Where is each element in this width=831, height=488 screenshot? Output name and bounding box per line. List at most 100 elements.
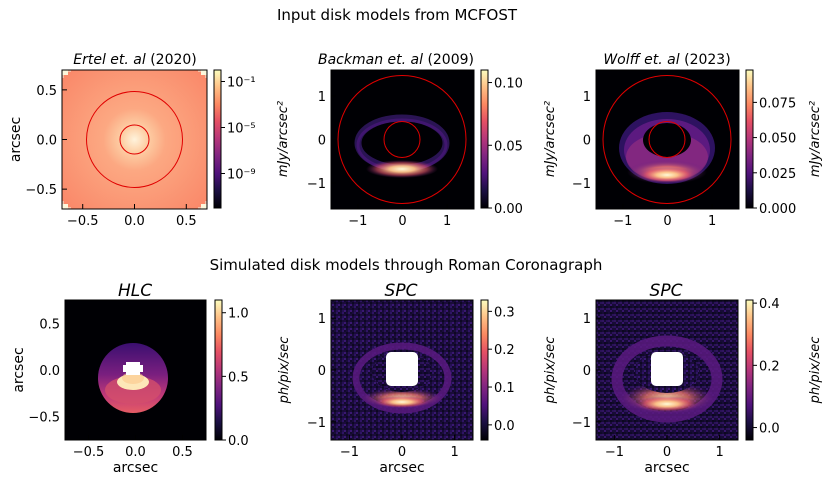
panel-spc-2-axes: −1 0 1 1 0 −1 arcsec	[572, 312, 724, 476]
x-tick-label: 1	[708, 214, 716, 229]
colorbar-tick-label: 0.025	[759, 167, 796, 182]
y-tick-label: 1	[318, 312, 326, 327]
panel-spc-1-colorbar: 0.3 0.2 0.1 0.0 ph/pix/sec	[480, 299, 558, 441]
y-tick-label: −1	[307, 177, 326, 192]
y-tick-label: −0.5	[28, 411, 60, 426]
backman-outer-circle	[337, 75, 467, 204]
x-tick-label: 0.5	[172, 445, 193, 460]
x-tick-label: 0.5	[176, 214, 197, 229]
backman-ring-bright-arc	[366, 160, 438, 178]
x-tick-label: 1	[443, 214, 451, 229]
panel-backman-title: Backman et. al (2009)	[318, 52, 474, 68]
colorbar-gradient	[480, 69, 489, 209]
colorbar-tick-label: 0.5	[228, 370, 249, 385]
colorbar-gradient	[480, 299, 489, 441]
y-tick-label: 0.5	[36, 84, 57, 99]
y-tick-label: −1	[572, 416, 591, 431]
panel-spc-1-axes: −1 0 1 1 0 −1 arcsec	[307, 312, 459, 476]
panel-spc-1-image	[331, 300, 473, 440]
y-tick-label: 0.0	[36, 134, 57, 149]
y-tick-label: 1	[318, 90, 326, 105]
x-tick-label: −1	[340, 445, 359, 460]
colorbar-gradient	[213, 69, 222, 209]
x-tick-label: 1	[450, 445, 458, 460]
colorbar-tick-label: 0.1	[494, 381, 515, 396]
colorbar-tick-label: 10⁻⁹	[227, 168, 256, 183]
spc-1-occulter-mask	[386, 352, 418, 386]
colorbar-label: ph/pix/sec	[808, 337, 823, 405]
panel-wolff-image	[596, 70, 739, 209]
panel-spc-2-image	[596, 300, 738, 440]
x-axis-label: arcsec	[113, 460, 158, 476]
colorbar-gradient	[214, 299, 223, 441]
x-tick-label: 0.0	[124, 214, 145, 229]
x-tick-label: 1	[715, 445, 723, 460]
wolff-inner-circle	[648, 121, 686, 158]
colorbar-gradient	[745, 69, 754, 209]
ertel-disk	[62, 70, 207, 209]
x-tick-label: −1	[605, 445, 624, 460]
y-axis-label: arcsec	[8, 117, 24, 162]
panel-spc-2: SPC −1 0 1 1 0 −1 arcsec 0.4 0.2 0.0 ph/pix/sec	[572, 281, 823, 476]
y-tick-label: −0.5	[25, 183, 57, 198]
colorbar-label: ph/pix/sec	[543, 337, 558, 405]
row1-title: Input disk models from MCFOST	[277, 6, 518, 24]
panel-ertel-axes: −0.5 0.0 0.5 0.5 0.0 −0.5 arcsec	[8, 84, 197, 229]
colorbar-tick-label: 0.05	[494, 139, 523, 154]
colorbar-tick-label: 0.2	[494, 343, 515, 358]
hlc-occulter-mask	[126, 362, 140, 375]
x-axis-label: arcsec	[379, 460, 424, 476]
y-tick-label: 0	[318, 134, 326, 149]
colorbar-tick-label: 0.0	[228, 434, 249, 449]
spc-2-ring	[611, 335, 723, 423]
colorbar-tick-label: 0.000	[759, 202, 796, 217]
panel-wolff-colorbar: 0.075 0.050 0.025 0.000 mJy/arcsec²	[745, 69, 823, 217]
panel-hlc-colorbar: 1.0 0.5 0.0 ph/pix/sec	[214, 299, 292, 449]
colorbar-tick-label: 10⁻¹	[227, 76, 256, 91]
y-tick-label: 0	[583, 364, 591, 379]
colorbar-label: mJy/arcsec²	[276, 101, 291, 177]
panel-ertel-colorbar: 10⁻¹ 10⁻⁵ 10⁻⁹ mJy/arcsec²	[213, 69, 291, 209]
colorbar-label: mJy/arcsec²	[808, 101, 823, 177]
colorbar-gradient	[745, 299, 754, 441]
y-tick-label: 0.0	[39, 364, 60, 379]
x-axis-label: arcsec	[644, 460, 689, 476]
row2-title: Simulated disk models through Roman Coro…	[210, 256, 603, 274]
colorbar-tick-label: 10⁻⁵	[227, 122, 256, 137]
y-axis-label: arcsec	[11, 347, 27, 392]
panel-ertel: Ertel et. al (2020) −0.5 0.0 0.50.50.0−0.5…	[8, 52, 291, 229]
colorbar-tick-label: 0.10	[494, 77, 523, 92]
panel-backman-image	[331, 70, 474, 209]
colorbar-label: mJy/arcsec²	[543, 101, 558, 177]
x-tick-label: 0	[663, 214, 671, 229]
colorbar-tick-label: 0.4	[759, 297, 780, 312]
y-tick-label: 0.5	[39, 317, 60, 332]
panel-backman-axes: −1 0 1 1 0 −1	[307, 90, 452, 229]
x-tick-label: −1	[348, 214, 367, 229]
x-tick-label: 0	[398, 214, 406, 229]
backman-inner-circle	[383, 121, 421, 158]
x-tick-label: −0.5	[67, 214, 99, 229]
y-tick-label: −1	[307, 416, 326, 431]
colorbar-tick-label: 0.3	[494, 305, 515, 320]
panel-spc-1: SPC −1 0 1 1 0 −1 arcsec 0.3 0.2 0.1 0.0 ph/pix/se…	[307, 281, 558, 476]
y-tick-label: 1	[583, 312, 591, 327]
spc-2-occulter-mask	[651, 352, 683, 386]
colorbar-tick-label: 0.0	[494, 419, 515, 434]
ertel-inner-circle	[119, 124, 150, 155]
spc-1-ring	[352, 342, 452, 414]
colorbar-label: ph/pix/sec	[277, 337, 292, 405]
x-tick-label: −0.5	[73, 445, 105, 460]
colorbar-tick-label: 1.0	[228, 307, 249, 322]
colorbar-tick-label: 0.050	[759, 132, 796, 147]
y-tick-label: 0	[318, 364, 326, 379]
x-tick-label: 0	[663, 445, 671, 460]
y-tick-label: 1	[583, 90, 591, 105]
x-tick-label: −1	[613, 214, 632, 229]
panel-wolff-axes: −1 0 1 1 0 −1	[572, 90, 717, 229]
colorbar-tick-label: 0.00	[494, 202, 523, 217]
panel-ertel-title: Ertel et. al (2020)	[73, 52, 197, 68]
panel-backman: Backman et. al (2009) −1 0 1 1 0 −1 0.10 0.05 0…	[307, 52, 558, 229]
ertel-outer-circle	[86, 91, 183, 188]
